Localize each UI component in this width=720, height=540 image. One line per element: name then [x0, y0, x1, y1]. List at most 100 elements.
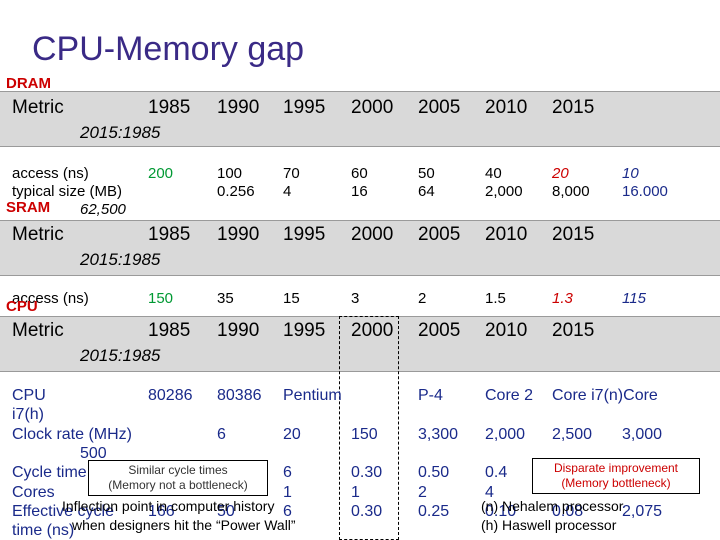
- cpu-header-band: [0, 316, 720, 372]
- eff-1990: 50: [217, 503, 235, 520]
- clock-1990: 20: [283, 426, 301, 443]
- inflection-note-line2: when designers hit the “Power Wall”: [72, 517, 296, 533]
- cycle-1990: 6: [283, 464, 292, 481]
- cycle-2010: 0.4: [485, 464, 508, 481]
- dram-year-2015: 2015: [552, 97, 595, 118]
- sram-access-1985: 150: [148, 290, 174, 307]
- clock-1985: 6: [217, 426, 226, 443]
- cpu-metric-header: Metric: [12, 320, 64, 341]
- dram-size-2015: 8,000: [552, 183, 590, 200]
- cpu-year-2010: 2010: [485, 320, 528, 341]
- cycle-time-label: Cycle time: [12, 464, 87, 481]
- sram-access-2010: 1.5: [485, 290, 506, 307]
- dram-year-2010: 2010: [485, 97, 528, 118]
- dram-size-2010: 2,000: [485, 183, 523, 200]
- dram-access-1990: 100: [217, 165, 243, 182]
- cpu-year-2000: 2000: [351, 320, 394, 341]
- dram-access-2015: 20: [552, 165, 569, 182]
- sram-metric-header: Metric: [12, 224, 64, 245]
- sram-access-1995: 15: [283, 290, 300, 307]
- dram-access-2010: 40: [485, 165, 502, 182]
- cpu-year-2005: 2005: [418, 320, 461, 341]
- sram-year-2005: 2005: [418, 224, 461, 245]
- dram-year-2000: 2000: [351, 97, 394, 118]
- sram-year-2010: 2010: [485, 224, 528, 245]
- cores-label: Cores: [12, 484, 55, 501]
- sram-year-1985: 1985: [148, 224, 191, 245]
- sram-ratio-header: 2015:1985: [80, 250, 161, 269]
- cycle-2005: 0.50: [418, 464, 450, 481]
- cpu-1995-2000: Pentium: [283, 387, 342, 404]
- clock-rate-label: Clock rate (MHz): [12, 426, 133, 443]
- clock-1995: 150: [351, 426, 378, 443]
- eff-2015: 0.08: [552, 503, 584, 520]
- cpu-2010: Core 2: [485, 387, 534, 404]
- cpu-2005: P-4: [418, 387, 443, 404]
- dram-header-band: [0, 91, 720, 147]
- effective-cycle-label: Effective cycle: [12, 503, 114, 520]
- dram-size-ratio: 16.000: [622, 183, 668, 200]
- sram-access-label: access (ns): [12, 290, 89, 307]
- dram-year-1985: 1985: [148, 97, 191, 118]
- dram-access-2005: 50: [418, 165, 435, 182]
- disparate-note-line1: Disparate improvement: [553, 461, 679, 475]
- dram-ratio-header: 2015:1985: [80, 123, 161, 142]
- sram-access-1990: 35: [217, 290, 234, 307]
- dram-size-1990: 0.256: [217, 183, 255, 200]
- nehalem-legend: (n) Nehalem processor: [481, 498, 624, 514]
- clock-2000: 3,300: [418, 426, 459, 443]
- cpu-year-2015: 2015: [552, 320, 595, 341]
- cpu-section-label: CPU: [6, 298, 38, 315]
- cpu-year-1995: 1995: [283, 320, 326, 341]
- cpu-1990: 80386: [217, 387, 262, 404]
- page-title: CPU-Memory gap: [32, 30, 305, 68]
- cpu-ratio-header: 2015:1985: [80, 346, 161, 365]
- sram-year-1995: 1995: [283, 224, 326, 245]
- cores-2005: 2: [418, 484, 427, 501]
- dram-year-1990: 1990: [217, 97, 260, 118]
- cpu-1985: 80286: [148, 387, 193, 404]
- effective-cycle-label-2: time (ns): [12, 522, 75, 539]
- similar-note-line1: Similar cycle times: [128, 463, 228, 477]
- sram-access-ratio: 115: [622, 290, 646, 307]
- cpu-i7h-label: i7(h): [12, 406, 45, 423]
- sram-access-2000: 3: [351, 290, 360, 307]
- clock-ratio: 500: [80, 445, 107, 462]
- cpu-year-1990: 1990: [217, 320, 260, 341]
- sram-year-2015: 2015: [552, 224, 595, 245]
- eff-2000: 0.30: [351, 503, 383, 520]
- dram-year-1995: 1995: [283, 97, 326, 118]
- clock-2005: 2,000: [485, 426, 526, 443]
- haswell-legend: (h) Haswell processor: [481, 517, 617, 533]
- disparate-note-line2: (Memory bottleneck): [561, 476, 671, 490]
- dram-year-2005: 2005: [418, 97, 461, 118]
- eff-1985: 166: [148, 503, 175, 520]
- dram-size-2000: 16: [351, 183, 368, 200]
- cpu-year-1985: 1985: [148, 320, 191, 341]
- cycle-2000: 0.30: [351, 464, 383, 481]
- clock-2015: 3,000: [622, 426, 663, 443]
- inflection-note-line1: Inflection point in computer history: [62, 498, 275, 514]
- sram-year-2000: 2000: [351, 224, 394, 245]
- dram-size-first: 62,500: [80, 201, 126, 218]
- eff-1995: 6: [283, 503, 292, 520]
- dram-access-2000: 60: [351, 165, 368, 182]
- disparate-note-box: Disparate improvement (Memory bottleneck…: [532, 458, 700, 494]
- sram-access-2005: 2: [418, 290, 427, 307]
- dram-size-2005: 64: [418, 183, 435, 200]
- sram-year-1990: 1990: [217, 224, 260, 245]
- dram-access-1995: 70: [283, 165, 300, 182]
- dram-access-ratio: 10: [622, 165, 639, 182]
- dram-metric-header: Metric: [12, 97, 64, 118]
- eff-2005: 0.25: [418, 503, 450, 520]
- cores-2010: 4: [485, 484, 494, 501]
- dram-access-label: access (ns): [12, 165, 89, 182]
- clock-2010: 2,500: [552, 426, 593, 443]
- eff-2010: 0.10: [485, 503, 517, 520]
- sram-section-label: SRAM: [6, 199, 51, 216]
- eff-ratio: 2,075: [622, 503, 663, 520]
- similar-note-box: Similar cycle times (Memory not a bottle…: [88, 460, 268, 496]
- sram-header-band: [0, 220, 720, 276]
- similar-note-line2: (Memory not a bottleneck): [108, 478, 248, 492]
- cpu-2015: Core i7(n)Core: [552, 387, 658, 404]
